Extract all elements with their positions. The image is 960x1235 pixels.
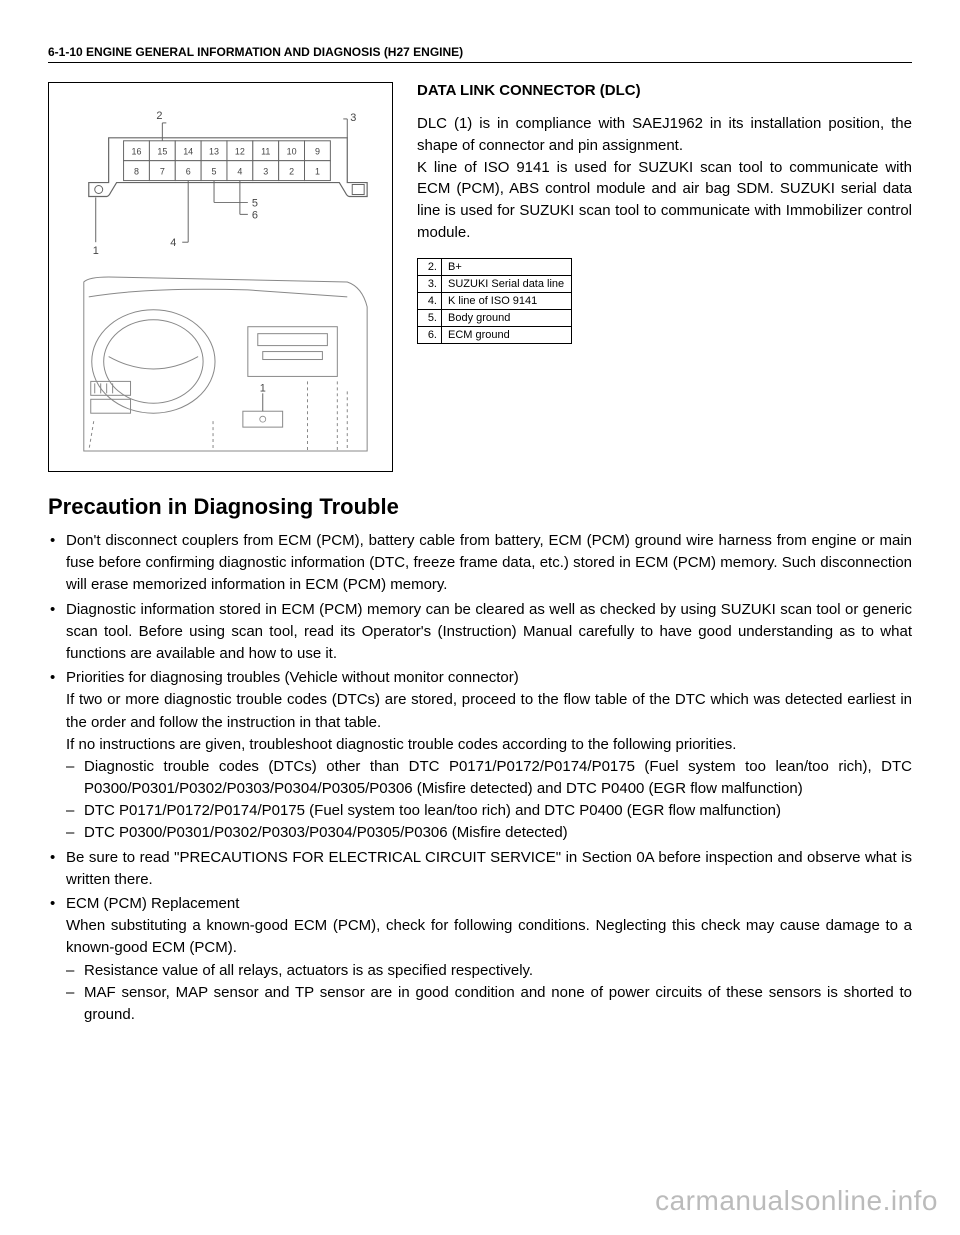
- page-content: 16 15 14 13 12 11 10 9: [48, 82, 912, 1028]
- pin-desc: ECM ground: [442, 326, 572, 343]
- callout-6: 6: [252, 209, 258, 221]
- bullet-text: Priorities for diagnosing troubles (Vehi…: [66, 669, 519, 686]
- pin-desc: K line of ISO 9141: [442, 292, 572, 309]
- pin-14: 14: [183, 147, 193, 157]
- sub-item: Resistance value of all relays, actuator…: [66, 960, 912, 982]
- dlc-para2: K line of ISO 9141 is used for SUZUKI sc…: [417, 157, 912, 244]
- pin-num: 4.: [418, 292, 442, 309]
- top-two-column: 16 15 14 13 12 11 10 9: [48, 82, 912, 472]
- pin-num: 6.: [418, 326, 442, 343]
- list-item: Priorities for diagnosing troubles (Vehi…: [48, 667, 912, 845]
- sub-item: DTC P0171/P0172/P0174/P0175 (Fuel system…: [66, 800, 912, 822]
- sub-item: DTC P0300/P0301/P0302/P0303/P0304/P0305/…: [66, 822, 912, 844]
- table-row: 6.ECM ground: [418, 326, 572, 343]
- pin-num: 2.: [418, 258, 442, 275]
- callout-3: 3: [350, 112, 356, 124]
- pin-4: 4: [237, 167, 242, 177]
- connector-tab-right: [352, 185, 364, 195]
- table-row: 4.K line of ISO 9141: [418, 292, 572, 309]
- watermark: carmanualsonline.info: [655, 1185, 938, 1217]
- precaution-section: Precaution in Diagnosing Trouble Don't d…: [48, 494, 912, 1026]
- pin-11: 11: [261, 147, 270, 157]
- callout-1: 1: [93, 245, 99, 257]
- dlc-diagram: 16 15 14 13 12 11 10 9: [48, 82, 393, 472]
- sub-text: DTC P0300/P0301/P0302/P0303/P0304/P0305/…: [84, 824, 568, 841]
- callout-2: 2: [156, 110, 162, 122]
- bullet-text: Be sure to read "PRECAUTIONS FOR ELECTRI…: [66, 849, 912, 888]
- list-item: Diagnostic information stored in ECM (PC…: [48, 599, 912, 666]
- table-row: 2.B+: [418, 258, 572, 275]
- header-text: 6-1-10 ENGINE GENERAL INFORMATION AND DI…: [48, 45, 463, 59]
- bullet-text: If no instructions are given, troublesho…: [66, 736, 736, 753]
- pin-1: 1: [315, 167, 320, 177]
- table-row: 5.Body ground: [418, 309, 572, 326]
- diagram-column: 16 15 14 13 12 11 10 9: [48, 82, 393, 472]
- sub-text: DTC P0171/P0172/P0174/P0175 (Fuel system…: [84, 802, 781, 819]
- pin-desc: SUZUKI Serial data line: [442, 275, 572, 292]
- dashboard-sketch: 1: [84, 277, 367, 451]
- pin-num: 3.: [418, 275, 442, 292]
- dlc-diagram-svg: 16 15 14 13 12 11 10 9: [49, 83, 392, 471]
- dlc-text-column: DATA LINK CONNECTOR (DLC) DLC (1) is in …: [417, 82, 912, 472]
- sub-item: MAF sensor, MAP sensor and TP sensor are…: [66, 982, 912, 1026]
- bullet-text: Don't disconnect couplers from ECM (PCM)…: [66, 532, 912, 593]
- precaution-heading: Precaution in Diagnosing Trouble: [48, 494, 912, 520]
- bullet-text: If two or more diagnostic trouble codes …: [66, 691, 912, 730]
- list-item: Be sure to read "PRECAUTIONS FOR ELECTRI…: [48, 847, 912, 891]
- pin-7: 7: [160, 167, 165, 177]
- pin-9: 9: [315, 147, 320, 157]
- precaution-list: Don't disconnect couplers from ECM (PCM)…: [48, 530, 912, 1026]
- pin-10: 10: [287, 147, 297, 157]
- sub-text: MAF sensor, MAP sensor and TP sensor are…: [84, 984, 912, 1023]
- pin-row-top: 16 15 14 13 12 11 10 9: [124, 141, 331, 161]
- dlc-para1: DLC (1) is in compliance with SAEJ1962 i…: [417, 113, 912, 157]
- pin-2: 2: [289, 167, 294, 177]
- dash-callout-1: 1: [260, 382, 266, 394]
- list-item: Don't disconnect couplers from ECM (PCM)…: [48, 530, 912, 597]
- table-row: 3.SUZUKI Serial data line: [418, 275, 572, 292]
- page-header: 6-1-10 ENGINE GENERAL INFORMATION AND DI…: [48, 45, 912, 63]
- pin-15: 15: [157, 147, 167, 157]
- sub-text: Diagnostic trouble codes (DTCs) other th…: [84, 758, 912, 797]
- sub-list: Diagnostic trouble codes (DTCs) other th…: [66, 756, 912, 845]
- pin-3: 3: [263, 167, 268, 177]
- pin-5: 5: [212, 167, 217, 177]
- dlc-heading: DATA LINK CONNECTOR (DLC): [417, 82, 912, 99]
- bullet-text: When substituting a known-good ECM (PCM)…: [66, 917, 912, 956]
- sub-item: Diagnostic trouble codes (DTCs) other th…: [66, 756, 912, 800]
- pin-table: 2.B+ 3.SUZUKI Serial data line 4.K line …: [417, 258, 572, 344]
- pin-12: 12: [235, 147, 245, 157]
- pin-desc: Body ground: [442, 309, 572, 326]
- connector-hole-left: [95, 186, 103, 194]
- callout-4: 4: [170, 237, 176, 249]
- pin-8: 8: [134, 167, 139, 177]
- pin-num: 5.: [418, 309, 442, 326]
- pin-16: 16: [132, 147, 142, 157]
- bullet-text: ECM (PCM) Replacement: [66, 895, 239, 912]
- pin-13: 13: [209, 147, 219, 157]
- pin-desc: B+: [442, 258, 572, 275]
- pin-row-bottom: 8 7 6 5 4 3 2 1: [124, 161, 331, 181]
- sub-list: Resistance value of all relays, actuator…: [66, 960, 912, 1027]
- callout-5: 5: [252, 197, 258, 209]
- pin-6: 6: [186, 167, 191, 177]
- sub-text: Resistance value of all relays, actuator…: [84, 962, 533, 979]
- list-item: ECM (PCM) Replacement When substituting …: [48, 893, 912, 1026]
- bullet-text: Diagnostic information stored in ECM (PC…: [66, 601, 912, 662]
